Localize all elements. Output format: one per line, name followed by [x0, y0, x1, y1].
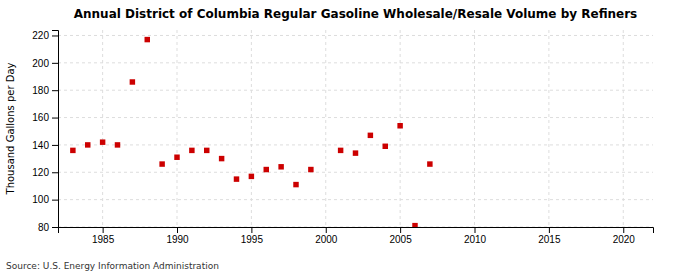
tick-mark — [52, 172, 58, 173]
tick: 200 — [32, 58, 58, 69]
tick: 2005 — [390, 227, 413, 245]
tick: 140 — [32, 140, 58, 151]
point — [174, 154, 179, 159]
point — [308, 167, 313, 172]
grid-line — [623, 30, 624, 227]
tick: 220 — [32, 30, 58, 41]
point — [70, 148, 75, 153]
chart: 1985 1990 1995 2000 2005 2010 2015 2020 80 100 120… — [0, 0, 675, 275]
point — [338, 148, 343, 153]
tick-label: 180 — [32, 85, 49, 96]
point — [293, 182, 298, 187]
grid-line — [58, 35, 653, 36]
tick-mark — [52, 118, 58, 119]
axis-line — [59, 228, 654, 234]
tick: 100 — [32, 194, 58, 205]
points — [70, 37, 432, 227]
tick-mark — [52, 35, 58, 36]
point — [427, 161, 432, 166]
point — [234, 176, 239, 181]
tick: 1995 — [241, 227, 264, 245]
tick-mark — [52, 227, 58, 228]
point — [159, 161, 164, 166]
tick-label: 1990 — [166, 234, 189, 245]
point — [412, 223, 417, 227]
grid-line — [58, 199, 653, 200]
tick-mark — [177, 227, 178, 233]
tick-mark — [103, 227, 104, 233]
grid-line — [58, 144, 653, 145]
tick-label: 1995 — [241, 234, 264, 245]
tick-label: 200 — [32, 58, 49, 69]
point — [368, 133, 373, 138]
point — [397, 123, 402, 128]
tick-label: 2000 — [315, 234, 338, 245]
tick-label: 120 — [32, 167, 49, 178]
grid-line — [58, 90, 653, 91]
y-axis: 80 100 120 140 160 180 200 220 — [32, 30, 58, 233]
tick: 2015 — [538, 227, 561, 245]
tick-mark — [400, 227, 401, 233]
point — [115, 142, 120, 147]
grid-line — [251, 30, 252, 227]
point — [353, 150, 358, 155]
annotation: Source: U.S. Energy Information Administ… — [6, 261, 219, 271]
y-axis-label: Thousand Gallons per Day — [5, 62, 16, 195]
point — [130, 79, 135, 84]
point — [85, 142, 90, 147]
tick: 2020 — [613, 227, 636, 245]
tick-mark — [549, 227, 550, 233]
point — [383, 144, 388, 149]
axis-line — [52, 31, 59, 228]
point — [264, 167, 269, 172]
tick-label: 1985 — [92, 234, 115, 245]
plot-area: 1985 1990 1995 2000 2005 2010 2015 2020 80 100 120… — [32, 30, 653, 245]
tick-mark — [623, 227, 624, 233]
grid — [58, 30, 653, 227]
tick-label: 100 — [32, 194, 49, 205]
point — [249, 174, 254, 179]
grid-line — [548, 30, 549, 227]
tick-label: 140 — [32, 140, 49, 151]
tick-mark — [52, 200, 58, 201]
x-axis: 1985 1990 1995 2000 2005 2010 2015 2020 — [59, 227, 654, 245]
tick-mark — [326, 227, 327, 233]
tick-label: 2005 — [390, 234, 413, 245]
tick: 2010 — [464, 227, 487, 245]
tick-mark — [52, 63, 58, 64]
tick: 1985 — [92, 227, 115, 245]
tick: 160 — [32, 112, 58, 123]
title: Annual District of Columbia Regular Gaso… — [74, 7, 638, 21]
grid-line — [58, 117, 653, 118]
grid-line — [474, 30, 475, 227]
point — [219, 156, 224, 161]
tick-label: 220 — [32, 30, 49, 41]
grid-line — [102, 30, 103, 227]
tick: 180 — [32, 85, 58, 96]
grid-line — [58, 62, 653, 63]
point — [204, 148, 209, 153]
tick-mark — [52, 90, 58, 91]
grid-line — [58, 172, 653, 173]
point — [145, 37, 150, 42]
tick-label: 160 — [32, 112, 49, 123]
tick: 2000 — [315, 227, 338, 245]
tick: 80 — [38, 222, 58, 233]
tick-mark — [52, 145, 58, 146]
point — [278, 164, 283, 169]
point — [100, 139, 105, 144]
tick-label: 80 — [38, 222, 50, 233]
tick: 1990 — [166, 227, 189, 245]
tick-mark — [251, 227, 252, 233]
tick-label: 2010 — [464, 234, 487, 245]
tick-label: 2015 — [538, 234, 561, 245]
point — [189, 148, 194, 153]
tick-mark — [475, 227, 476, 233]
tick: 120 — [32, 167, 58, 178]
tick-label: 2020 — [613, 234, 636, 245]
grid-line — [177, 30, 178, 227]
grid-line — [325, 30, 326, 227]
